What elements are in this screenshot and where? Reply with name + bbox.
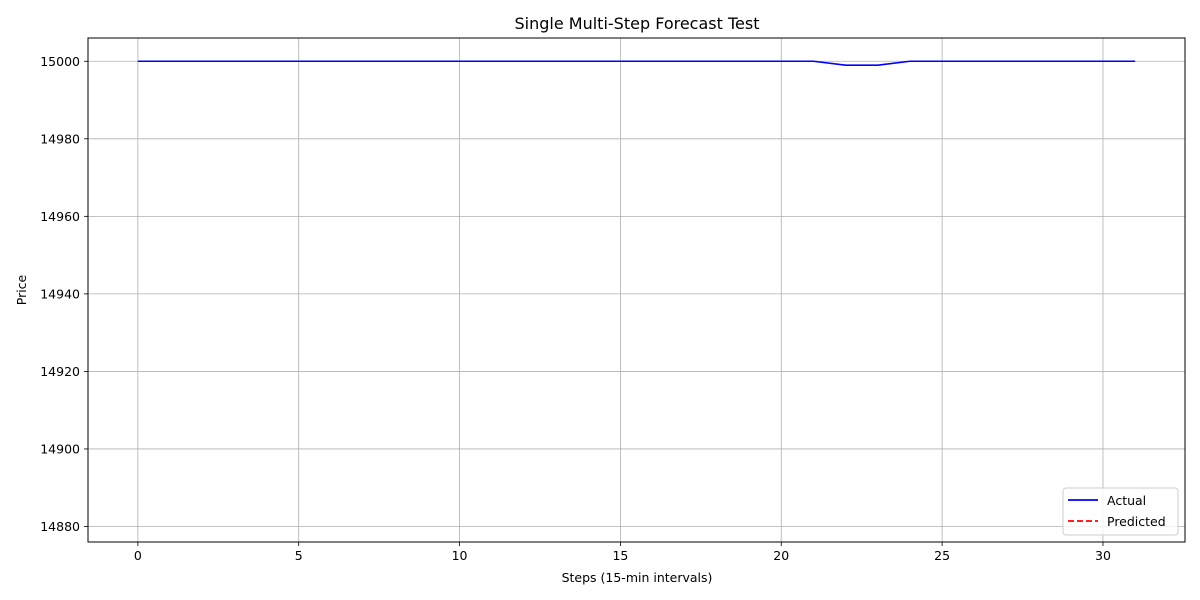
legend-actual-label: Actual: [1107, 493, 1146, 508]
x-tick-label: 10: [452, 548, 468, 563]
y-tick-label: 14900: [40, 441, 80, 456]
y-tick-label: 14920: [40, 364, 80, 379]
x-tick-label: 5: [295, 548, 303, 563]
x-tick-label: 25: [934, 548, 950, 563]
x-tick-label: 20: [773, 548, 789, 563]
x-tick-label: 15: [612, 548, 628, 563]
x-tick-label: 30: [1095, 548, 1111, 563]
series-group: [137, 60, 1136, 66]
y-tick-label: 14940: [40, 286, 80, 301]
y-tick-label: 14960: [40, 209, 80, 224]
ticks: 0 5 10 15 20 25 30 14880 14900 14920 14940 14960 149…: [40, 54, 1111, 563]
legend-predicted-label: Predicted: [1107, 514, 1166, 529]
chart-title: Single Multi-Step Forecast Test: [515, 14, 760, 33]
plot-frame: [87, 37, 1186, 543]
x-axis-label: Steps (15-min intervals): [562, 570, 713, 585]
grid: [88, 38, 1185, 542]
y-tick-label: 14880: [40, 519, 80, 534]
y-axis-label: Price: [14, 274, 29, 305]
y-tick-label: 15000: [40, 54, 80, 69]
legend: Actual Predicted: [1062, 487, 1179, 536]
x-tick-label: 0: [134, 548, 142, 563]
y-tick-label: 14980: [40, 131, 80, 146]
series-line-actual: [137, 60, 1136, 66]
